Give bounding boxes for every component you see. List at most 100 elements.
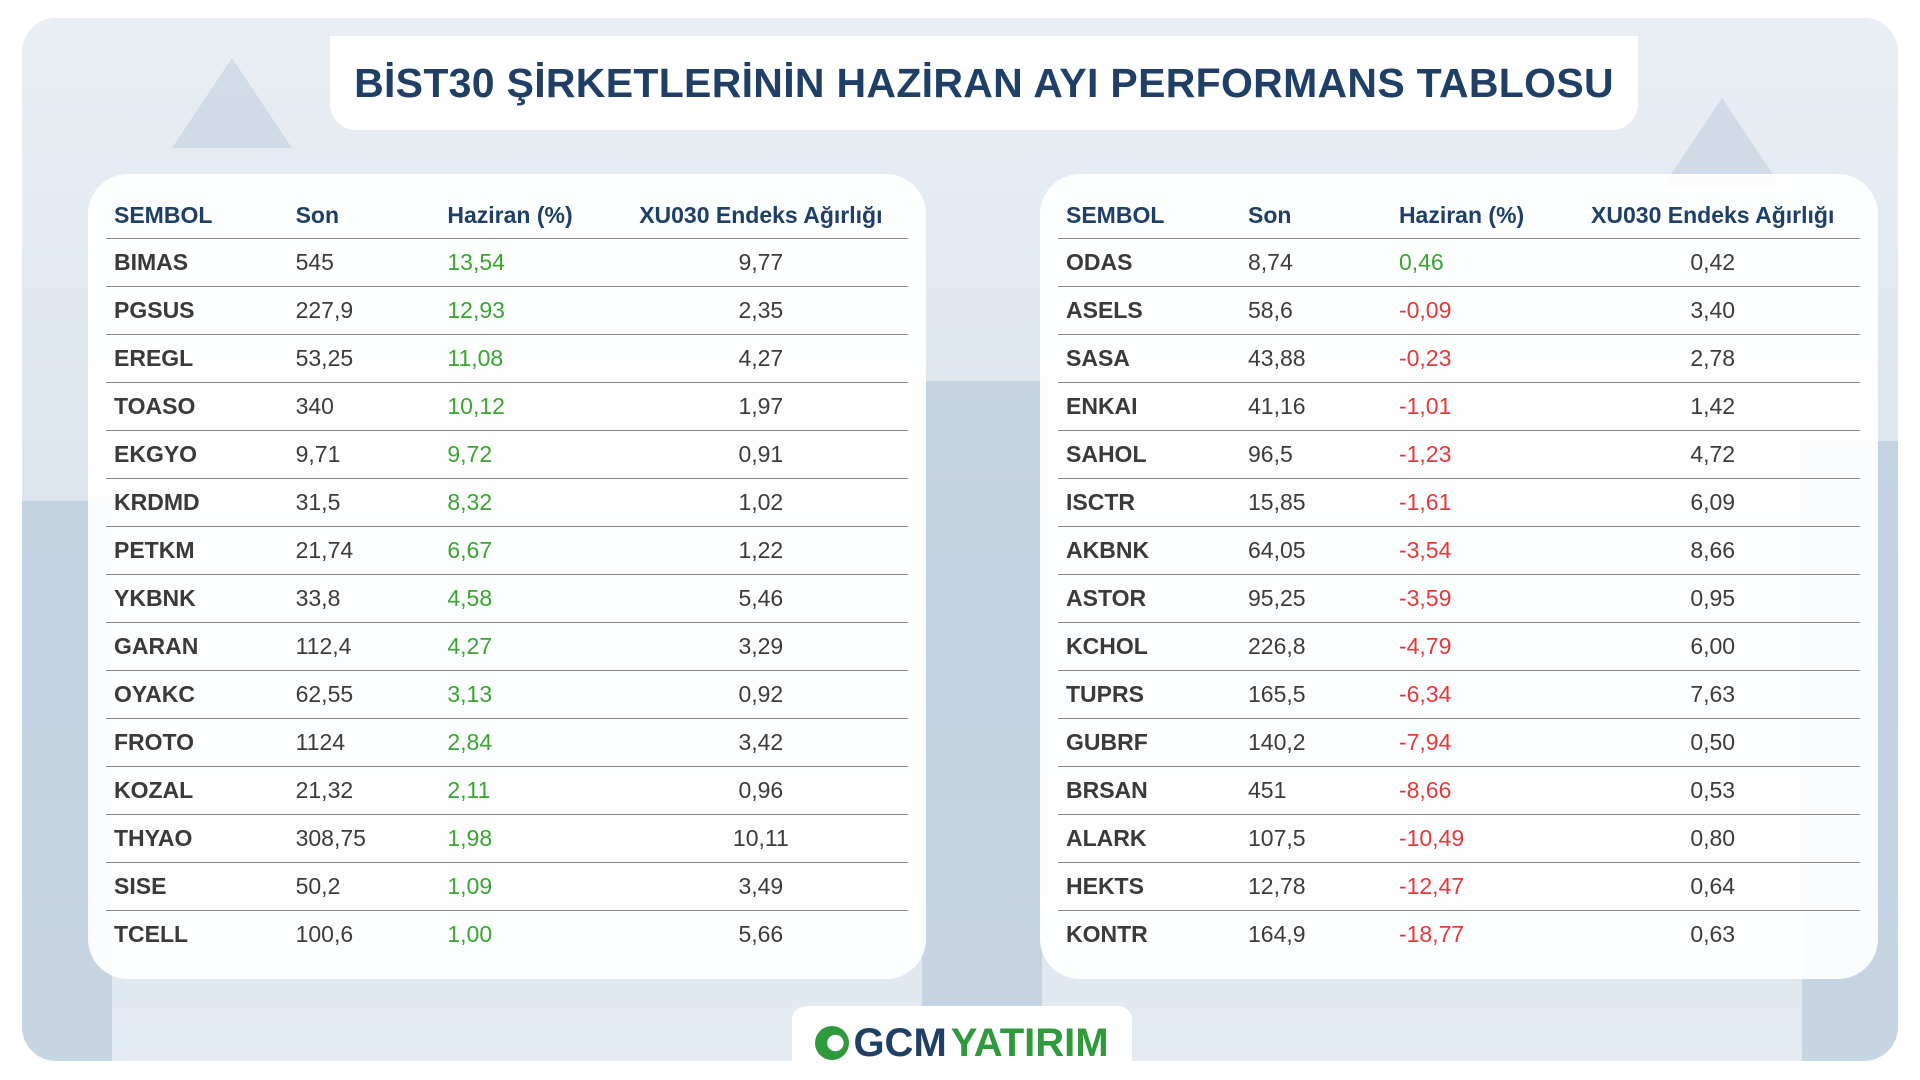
table-row: AKBNK 64,05 -3,54 8,66 bbox=[1058, 526, 1860, 575]
table-row: HEKTS 12,78 -12,47 0,64 bbox=[1058, 862, 1860, 911]
index-weight-cell: 0,80 bbox=[1557, 814, 1860, 863]
index-weight-cell: 4,27 bbox=[605, 334, 908, 383]
index-weight-cell: 10,11 bbox=[605, 814, 908, 863]
last-price-cell: 340 bbox=[287, 382, 440, 431]
june-change-cell: -7,94 bbox=[1390, 718, 1558, 767]
table-row: EKGYO 9,71 9,72 0,91 bbox=[106, 430, 908, 479]
index-weight-cell: 7,63 bbox=[1557, 670, 1860, 719]
column-header-june: Haziran (%) bbox=[439, 192, 606, 239]
index-weight-cell: 6,09 bbox=[1557, 478, 1860, 527]
symbol-cell: TCELL bbox=[114, 921, 189, 947]
table-row: SISE 50,2 1,09 3,49 bbox=[106, 862, 908, 911]
index-weight-cell: 0,95 bbox=[1557, 574, 1860, 623]
june-change-cell: 2,11 bbox=[439, 766, 606, 815]
last-price-cell: 164,9 bbox=[1247, 921, 1306, 947]
table-row: ODAS 8,74 0,46 0,42 bbox=[1058, 238, 1860, 287]
last-price-cell: 165,5 bbox=[1239, 670, 1391, 719]
symbol-cell: KRDMD bbox=[106, 478, 288, 527]
june-change-cell: 9,72 bbox=[439, 430, 606, 479]
june-change-cell: 11,08 bbox=[439, 334, 606, 383]
index-weight-cell: 0,64 bbox=[1557, 862, 1860, 911]
column-header-last: Son bbox=[287, 192, 440, 239]
symbol-cell: AKBNK bbox=[1058, 526, 1240, 575]
table-row: BIMAS 545 13,54 9,77 bbox=[106, 238, 908, 287]
last-price-cell: 43,88 bbox=[1239, 334, 1391, 383]
background-frame: BİST30 ŞİRKETLERİNİN HAZİRAN AYI PERFORM… bbox=[22, 18, 1898, 1061]
index-weight-cell: 3,42 bbox=[605, 718, 908, 767]
table-row: BRSAN 451 -8,66 0,53 bbox=[1058, 766, 1860, 815]
june-change-cell: -10,49 bbox=[1390, 814, 1558, 863]
symbol-cell: OYAKC bbox=[106, 670, 288, 719]
june-change-cell: -8,66 bbox=[1390, 766, 1558, 815]
symbol-cell: ODAS bbox=[1058, 238, 1240, 287]
column-header-june: Haziran (%) bbox=[1390, 192, 1558, 239]
index-weight-cell: 1,02 bbox=[605, 478, 908, 527]
last-price-cell: 308,75 bbox=[287, 814, 440, 863]
table-row: ALARK 107,5 -10,49 0,80 bbox=[1058, 814, 1860, 863]
june-change-cell: -0,09 bbox=[1390, 286, 1558, 335]
last-price-cell: 1124 bbox=[287, 718, 440, 767]
june-change-cell: 1,98 bbox=[439, 814, 606, 863]
last-price-cell: 95,25 bbox=[1239, 574, 1391, 623]
index-weight-cell: 0,96 bbox=[605, 766, 908, 815]
june-change-cell: -0,23 bbox=[1390, 334, 1558, 383]
index-weight-cell: 0,50 bbox=[1557, 718, 1860, 767]
last-price-cell: 31,5 bbox=[287, 478, 440, 527]
symbol-cell: ENKAI bbox=[1058, 382, 1240, 431]
last-price-cell: 50,2 bbox=[287, 862, 440, 911]
table-header-row: SEMBOL Son Haziran (%) XU030 Endeks Ağır… bbox=[106, 192, 908, 239]
index-weight-cell: 0,53 bbox=[1557, 766, 1860, 815]
june-change-cell: 6,67 bbox=[439, 526, 606, 575]
index-weight-cell: 2,35 bbox=[605, 286, 908, 335]
june-change-cell: -4,79 bbox=[1390, 622, 1558, 671]
table-row: TOASO 340 10,12 1,97 bbox=[106, 382, 908, 431]
index-weight-cell: 9,77 bbox=[605, 238, 908, 287]
symbol-cell: KCHOL bbox=[1058, 622, 1240, 671]
last-price-cell: 12,78 bbox=[1239, 862, 1391, 911]
symbol-cell: SAHOL bbox=[1058, 430, 1240, 479]
index-weight-cell: 4,72 bbox=[1557, 430, 1860, 479]
june-change-cell: 0,46 bbox=[1390, 238, 1558, 287]
right-table-body: ODAS 8,74 0,46 0,42 ASELS 58,6 -0,09 3,40 SASA 43… bbox=[1058, 238, 1860, 959]
table-row: FROTO 1124 2,84 3,42 bbox=[106, 718, 908, 767]
june-change-cell: 1,00 bbox=[447, 921, 493, 947]
last-price-cell: 451 bbox=[1239, 766, 1391, 815]
left-table-card: SEMBOL Son Haziran (%) XU030 Endeks Ağır… bbox=[88, 174, 926, 979]
table-row: GARAN 112,4 4,27 3,29 bbox=[106, 622, 908, 671]
last-price-cell: 21,74 bbox=[287, 526, 440, 575]
column-header-weight: XU030 Endeks Ağırlığı bbox=[1557, 192, 1860, 239]
background-arrow bbox=[172, 58, 292, 148]
last-price-cell: 226,8 bbox=[1239, 622, 1391, 671]
last-price-cell: 9,71 bbox=[287, 430, 440, 479]
june-change-cell: 2,84 bbox=[439, 718, 606, 767]
table-row: YKBNK 33,8 4,58 5,46 bbox=[106, 574, 908, 623]
last-price-cell: 227,9 bbox=[287, 286, 440, 335]
table-row: ASTOR 95,25 -3,59 0,95 bbox=[1058, 574, 1860, 623]
index-weight-cell: 1,42 bbox=[1557, 382, 1860, 431]
table-row: KRDMD 31,5 8,32 1,02 bbox=[106, 478, 908, 527]
index-weight-cell: 8,66 bbox=[1557, 526, 1860, 575]
table-row: EREGL 53,25 11,08 4,27 bbox=[106, 334, 908, 383]
table-row: TCELL 100,6 1,00 5,66 bbox=[106, 911, 908, 959]
table-row: SASA 43,88 -0,23 2,78 bbox=[1058, 334, 1860, 383]
gcm-globe-icon bbox=[815, 1026, 850, 1060]
page-title: BİST30 ŞİRKETLERİNİN HAZİRAN AYI PERFORM… bbox=[354, 59, 1614, 106]
table-row: SAHOL 96,5 -1,23 4,72 bbox=[1058, 430, 1860, 479]
last-price-cell: 21,32 bbox=[287, 766, 440, 815]
june-change-cell: -3,54 bbox=[1390, 526, 1558, 575]
june-change-cell: -6,34 bbox=[1390, 670, 1558, 719]
symbol-cell: SISE bbox=[106, 862, 288, 911]
june-change-cell: 4,27 bbox=[439, 622, 606, 671]
table-row: GUBRF 140,2 -7,94 0,50 bbox=[1058, 718, 1860, 767]
table-row: PETKM 21,74 6,67 1,22 bbox=[106, 526, 908, 575]
index-weight-cell: 5,46 bbox=[605, 574, 908, 623]
title-banner: BİST30 ŞİRKETLERİNİN HAZİRAN AYI PERFORM… bbox=[330, 36, 1638, 130]
background-arrow bbox=[1662, 98, 1782, 188]
symbol-cell: KOZAL bbox=[106, 766, 288, 815]
last-price-cell: 64,05 bbox=[1239, 526, 1391, 575]
table-row: THYAO 308,75 1,98 10,11 bbox=[106, 814, 908, 863]
last-price-cell: 140,2 bbox=[1239, 718, 1391, 767]
last-price-cell: 15,85 bbox=[1239, 478, 1391, 527]
symbol-cell: GUBRF bbox=[1058, 718, 1240, 767]
index-weight-cell: 0,92 bbox=[605, 670, 908, 719]
